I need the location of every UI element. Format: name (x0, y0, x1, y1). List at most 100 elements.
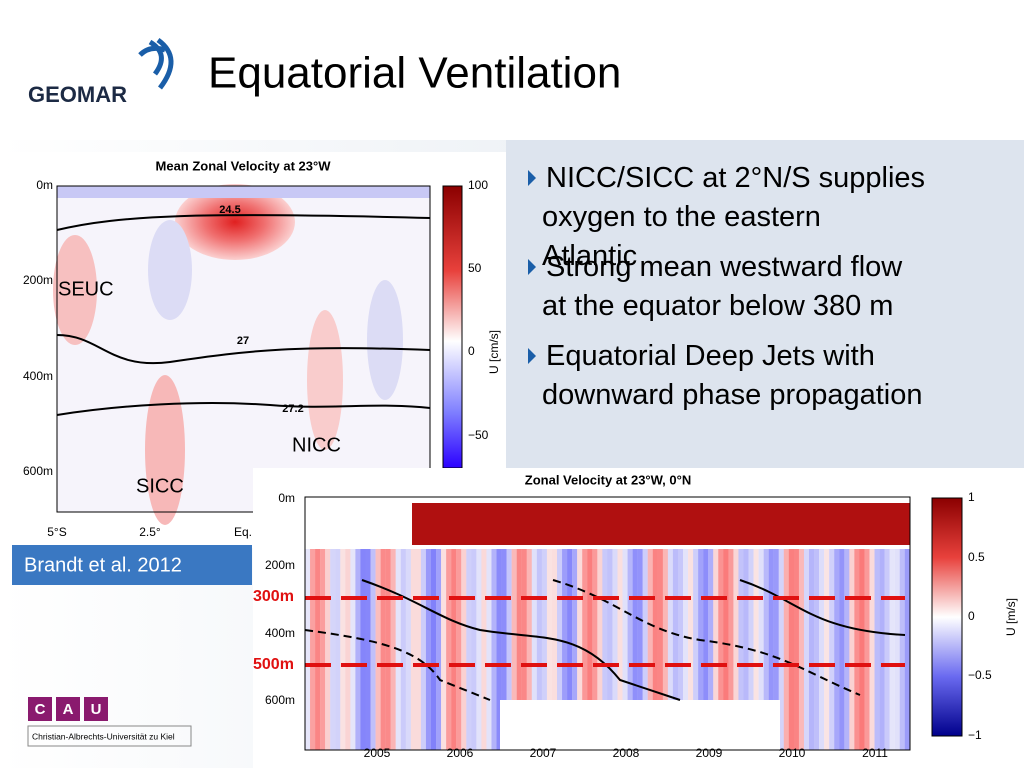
logo-cell (56, 697, 80, 721)
logo-cell (28, 697, 52, 721)
heatmap (305, 497, 910, 750)
heatmap-cell (390, 497, 396, 750)
heatmap-cell (708, 497, 714, 750)
heatmap-cell (738, 497, 744, 750)
colorbar-tick-label: 50 (468, 261, 482, 275)
heatmap-cell (531, 497, 537, 750)
heatmap-cell (370, 497, 376, 750)
figure-1: Mean Zonal Velocity at 23°W 0m 200m 400m… (10, 152, 506, 548)
bullet: Equatorial Deep Jets with downward phase … (542, 340, 923, 411)
heatmap-cell (466, 497, 472, 750)
colorbar (931, 497, 963, 737)
heatmap-cell (809, 497, 815, 750)
contour-field (57, 186, 430, 198)
heatmap-cell (672, 497, 679, 750)
heatmap-cell (889, 497, 895, 750)
heatmap-cell (642, 497, 648, 750)
bullet-icon (528, 348, 536, 364)
heatmap-cell (536, 497, 543, 750)
bullet-icon (528, 170, 536, 186)
figure-title: Zonal Velocity at 23°W, 0°N (525, 472, 691, 487)
heatmap-cell (803, 497, 810, 750)
heatmap-cell (637, 497, 643, 750)
x-tick-label: 2006 (447, 746, 474, 760)
heatmap-cell (461, 497, 467, 750)
heatmap-cell (325, 497, 331, 750)
x-tick-label: 2007 (530, 746, 557, 760)
contour-field (145, 375, 185, 525)
x-tick-label: 2008 (613, 746, 640, 760)
isopycnal (56, 402, 431, 416)
heatmap-cell (612, 497, 618, 750)
heatmap-cell (773, 497, 779, 750)
heatmap-cell (496, 497, 502, 750)
contour-field (367, 280, 403, 400)
heatmap-cell (501, 497, 507, 750)
heatmap-cell (415, 497, 422, 750)
heatmap-cell (763, 497, 769, 750)
contour-field (307, 310, 343, 450)
heatmap-cell (703, 497, 709, 750)
heatmap-cell (733, 497, 739, 750)
x-tick-label: 2.5° (139, 525, 161, 539)
colorbar (442, 185, 463, 469)
heatmap-cell (693, 497, 699, 750)
colorbar-tick-label: 100 (468, 178, 488, 192)
slide-title: Equatorial Ventilation (208, 49, 621, 98)
heatmap-cell (476, 497, 482, 750)
heatmap-cell (365, 497, 371, 750)
heatmap-cell (698, 497, 704, 750)
colorbar-tick-label: −1 (968, 728, 982, 742)
heatmap-cell (622, 497, 628, 750)
heatmap-cell (546, 497, 553, 750)
y-tick-label: 0m (36, 178, 53, 192)
contour-field (175, 184, 295, 260)
heatmap-cell (491, 497, 497, 750)
heatmap-cell (869, 497, 875, 750)
heatmap-cell (597, 497, 603, 750)
contour-label: 24.5 (219, 204, 240, 216)
heatmap-cell (602, 497, 608, 750)
logo-mark (138, 37, 174, 90)
plot-frame (56, 185, 431, 513)
y-tick-label: 600m (265, 693, 295, 707)
heatmap-cell (718, 497, 724, 750)
heatmap-cell (748, 497, 754, 750)
colorbar-tick-label: 0 (968, 609, 975, 623)
heatmap-cell (854, 497, 860, 750)
heatmap-cell (562, 497, 568, 750)
colorbar-label: U [m/s] (1004, 598, 1018, 636)
heatmap-cell (420, 497, 427, 750)
heatmap-cell (667, 497, 674, 750)
logo-letter: C (35, 701, 46, 718)
heatmap-cell (310, 497, 316, 750)
heatmap-cell (849, 497, 855, 750)
phase-line (739, 579, 906, 636)
heatmap-cell (481, 497, 487, 750)
heatmap-cell (793, 497, 800, 750)
heatmap-cell (904, 497, 910, 750)
annotation: SEUC (58, 278, 114, 300)
university-logo: C A U Christian-Albrechts-Universität zu… (27, 697, 192, 747)
annotation: NICC (292, 434, 341, 456)
y-tick-label: 400m (23, 369, 53, 383)
heatmap-cell (511, 497, 517, 750)
annotation: SICC (136, 475, 184, 497)
phase-line (304, 629, 491, 701)
heatmap-cell (375, 497, 381, 750)
heatmap-cell (899, 497, 905, 750)
citation: Brandt et al. 2012 (24, 554, 182, 576)
heatmap-cell (526, 497, 532, 750)
figure-title: Mean Zonal Velocity at 23°W (156, 158, 332, 173)
heatmap-cell (541, 497, 548, 750)
heatmap-cell (385, 497, 391, 750)
heatmap-cell (632, 497, 638, 750)
heatmap-cell (798, 497, 805, 750)
heatmap-cell (521, 497, 527, 750)
contour-field (148, 220, 192, 320)
y-tick-label: 0m (278, 491, 295, 505)
heatmap-cell (844, 497, 850, 750)
heatmap-cell (551, 497, 558, 750)
heatmap-cell (884, 497, 890, 750)
heatmap-cell (395, 497, 401, 750)
